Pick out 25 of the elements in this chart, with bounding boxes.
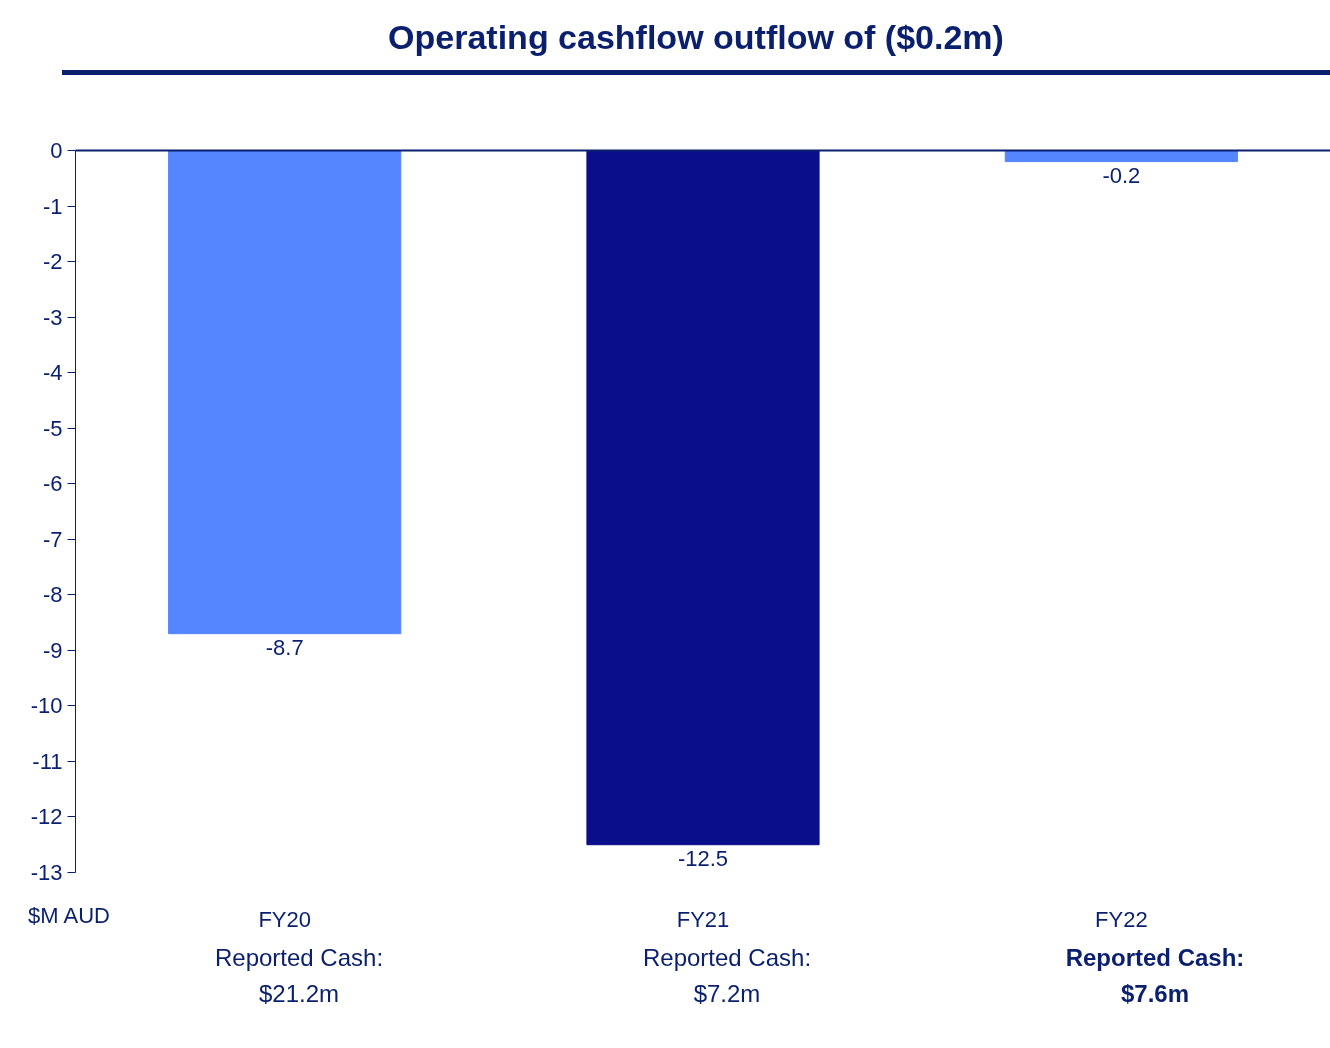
x-tick-label: FY22	[1095, 906, 1148, 932]
y-tick-label: -3	[42, 304, 63, 330]
x-tick-label: FY21	[676, 906, 730, 932]
y-tick-label: -12	[30, 804, 63, 830]
y-tick-label: -10	[30, 693, 63, 719]
y-tick-label: -13	[30, 860, 63, 885]
y-axis-title: $M AUD	[28, 902, 110, 930]
y-tick-label: -9	[42, 637, 63, 663]
y-tick-label: -6	[42, 471, 63, 497]
y-tick-label: -1	[42, 193, 63, 219]
data-label: -0.2	[1102, 162, 1141, 188]
text: Reported Cash: $7.6m	[1065, 943, 1245, 1009]
y-tick-label: -7	[42, 526, 63, 552]
y-tick-label: 0	[50, 138, 63, 163]
x-tick-label: FY20	[258, 906, 311, 932]
y-tick-label: -4	[42, 360, 63, 386]
y-tick-label: -8	[42, 582, 63, 608]
text: Reported Cash: $7.2m	[642, 943, 812, 1009]
chart-title: Operating cashflow outflow of ($0.2m)	[388, 17, 1004, 58]
text: Reported Cash: $21.2m	[214, 943, 384, 1009]
y-tick-label: -2	[42, 249, 63, 275]
y-tick-label: -11	[32, 748, 63, 774]
y-tick-label: -5	[42, 415, 63, 441]
data-label: -8.7	[265, 634, 304, 660]
data-label: -12.5	[677, 845, 729, 871]
